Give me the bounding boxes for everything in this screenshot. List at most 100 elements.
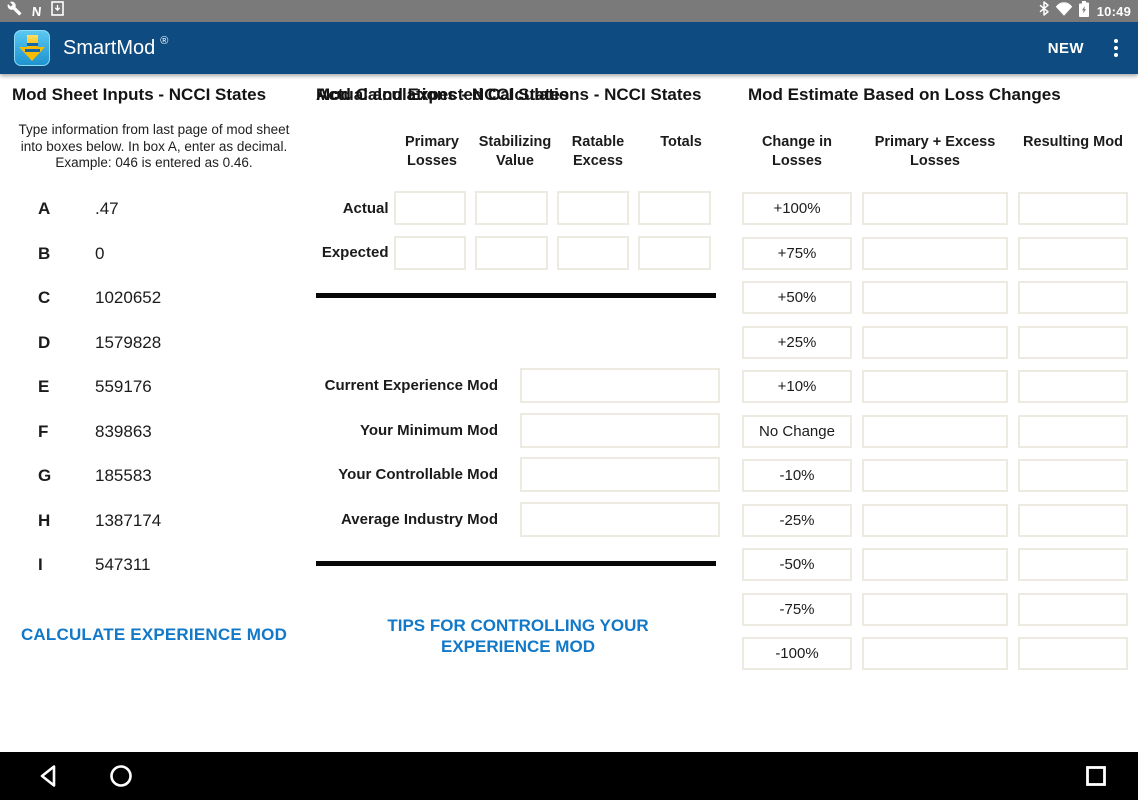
input-value-field[interactable]: 0 [95,243,105,263]
main-content: Mod Sheet Inputs - NCCI States Type info… [0,74,1138,752]
value-box[interactable] [475,191,548,225]
resulting-mod-box[interactable] [1018,192,1128,225]
value-box[interactable] [520,368,720,403]
value-box[interactable] [638,191,711,225]
resulting-mod-box[interactable] [1018,548,1128,581]
resulting-mod-box[interactable] [1018,637,1128,670]
input-value-field[interactable]: 185583 [95,466,152,486]
primary-excess-losses-box[interactable] [862,592,1008,626]
value-box[interactable] [556,235,630,270]
primary-excess-losses-box[interactable] [862,325,1008,359]
input-value-field[interactable]: 559176 [95,377,152,397]
input-value-field[interactable]: 1387174 [95,510,162,530]
status-bar: N 10:49 [0,0,1138,22]
input-letter-label: D [38,332,51,352]
column-header: Primary + Excess Losses [874,134,996,169]
estimate-row: -10% [742,459,1128,492]
change-in-losses-cell: +10% [742,370,852,403]
change-in-losses-cell: -25% [742,503,852,537]
input-value-field[interactable]: 1579828 [95,332,162,352]
estimate-row: -75% [742,592,1128,626]
registered-mark: ® [160,34,169,47]
overflow-menu-icon[interactable] [1108,35,1124,61]
estimate-row: -50% [742,548,1128,581]
mod-input-row: D 1579828 [38,321,308,366]
input-letter-label: C [38,288,51,308]
recents-icon[interactable] [1084,764,1108,788]
resulting-mod-box[interactable] [1018,325,1128,359]
estimate-row: +100% [742,192,1128,225]
row-label: Expected [321,244,389,261]
input-value-field[interactable]: .47 [95,199,119,219]
primary-excess-losses-box[interactable] [862,459,1008,492]
primary-excess-losses-box[interactable] [862,548,1008,581]
input-letter-label: F [38,421,49,441]
change-in-losses-cell: +50% [742,281,852,314]
mod-calc-row: Current Experience Mod [316,368,720,403]
resulting-mod-box[interactable] [1018,592,1128,626]
resulting-mod-box[interactable] [1018,370,1128,403]
column-header: Ratable Excess [571,134,625,169]
resulting-mod-box[interactable] [1018,236,1128,270]
wifi-icon [1055,1,1073,21]
new-button[interactable]: NEW [1047,39,1084,57]
nfc-n-icon: N [31,3,43,19]
primary-excess-losses-box[interactable] [862,637,1008,670]
resulting-mod-box[interactable] [1018,281,1128,314]
input-value-field[interactable]: 1020652 [95,288,162,308]
home-icon[interactable] [108,763,134,789]
mod-calc-rows: Current Experience Mod Your Minimum Mod Yo… [316,368,720,546]
row-label: Your Minimum Mod [359,421,498,439]
clock-time: 10:49 [1096,3,1131,19]
mod-input-row: F 839863 [38,410,308,455]
value-box[interactable] [638,235,711,270]
wrench-icon [7,1,22,21]
primary-excess-losses-box[interactable] [862,414,1008,448]
smartmod-logo [14,30,50,66]
column-header: Primary Losses [404,134,459,169]
input-letter-label: I [38,555,43,575]
status-bar-right-icons: 10:49 [1039,0,1131,22]
input-letter-label: A [38,199,51,219]
ae-row: Expected [316,235,720,270]
mod-sheet-input-rows: A .47 B 0 C 1020652 D 1579828 E 559176 F 839863 G 185… [38,187,308,588]
panel-title-mod-calculations: Mod Calculations - NCCI States [316,85,570,104]
mod-input-row: C 1020652 [38,276,308,321]
actual-expected-panel: Actual and Expected Calculations - NCCI … [316,74,720,752]
back-icon[interactable] [36,763,60,789]
battery-charging-icon [1078,0,1089,22]
primary-excess-losses-box[interactable] [862,503,1008,537]
input-value-field[interactable]: 839863 [95,421,152,441]
estimate-row: -100% [742,637,1128,670]
calculate-experience-mod-button[interactable]: CALCULATE EXPERIENCE MOD [20,625,288,644]
resulting-mod-box[interactable] [1018,503,1128,537]
change-in-losses-cell: No Change [742,414,852,448]
panel-title-inputs: Mod Sheet Inputs - NCCI States [12,85,267,104]
change-in-losses-cell: +100% [742,192,852,225]
resulting-mod-box[interactable] [1018,459,1128,492]
tips-link[interactable]: TIPS FOR CONTROLLING YOUR EXPERIENCE MOD [387,616,649,656]
input-value-field[interactable]: 547311 [95,555,151,575]
ae-row: Actual [316,191,720,225]
value-box[interactable] [393,191,467,225]
estimate-row: +50% [742,281,1128,314]
value-box[interactable] [520,412,720,448]
value-box[interactable] [520,501,720,537]
value-box[interactable] [520,457,720,492]
row-label: Your Controllable Mod [338,466,498,483]
primary-excess-losses-box[interactable] [862,370,1008,403]
primary-excess-losses-box[interactable] [862,281,1008,314]
panel-title-mod-estimate: Mod Estimate Based on Loss Changes [748,85,1061,104]
mod-input-row: G 185583 [38,454,308,499]
row-label: Average Industry Mod [341,510,498,528]
value-box[interactable] [475,235,548,270]
primary-excess-losses-box[interactable] [862,236,1008,270]
primary-excess-losses-box[interactable] [862,192,1008,225]
value-box[interactable] [556,191,630,225]
value-box[interactable] [393,235,467,270]
column-header: Totals [660,134,702,150]
resulting-mod-box[interactable] [1018,414,1128,448]
mod-calc-row: Average Industry Mod [316,501,720,537]
column-header: Change in Losses [761,134,833,169]
change-in-losses-cell: -100% [742,637,852,670]
